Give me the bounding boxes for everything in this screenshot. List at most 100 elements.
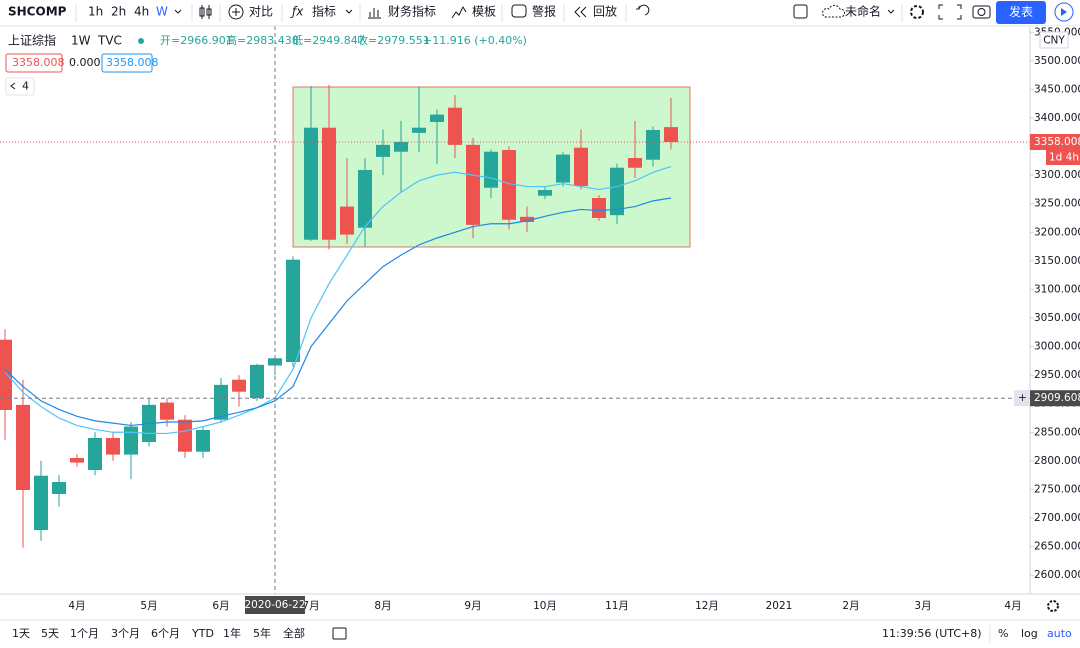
- x-tick-label: 5月: [140, 600, 157, 612]
- y-tick-label: 3450.000: [1034, 83, 1080, 95]
- candle-body: [376, 144, 390, 157]
- x-tick-label: 10月: [533, 600, 557, 612]
- range-button[interactable]: 6个月: [151, 627, 180, 640]
- templates-icon[interactable]: [451, 5, 467, 19]
- range-button[interactable]: 3个月: [111, 627, 140, 640]
- layout-name[interactable]: 未命名: [845, 4, 881, 19]
- alerts[interactable]: 警报: [532, 4, 556, 19]
- legend-high: 高=2983.438: [226, 33, 299, 47]
- line-series: [4, 165, 672, 435]
- candle-body: [286, 259, 300, 362]
- symbol[interactable]: SHCOMP: [8, 5, 67, 19]
- collapse-count[interactable]: 4: [22, 80, 29, 93]
- crosshair-price: 2909.608: [1034, 392, 1080, 404]
- y-tick-label: 2950.000: [1034, 369, 1080, 381]
- crosshair-plus[interactable]: [1014, 390, 1029, 407]
- alerts-icon[interactable]: [511, 4, 527, 18]
- x-tick-label: 7月: [302, 600, 319, 612]
- candle-body: [538, 190, 552, 196]
- settings-icon[interactable]: [910, 5, 924, 19]
- axes: 2600.000 2650.000 2700.000 2750.000 2800.000…: [68, 26, 1080, 614]
- legend-value: 0.000: [69, 56, 101, 69]
- candle-body: [196, 430, 210, 452]
- play-icon[interactable]: [1054, 2, 1074, 22]
- snapshot-icon[interactable]: [977, 8, 986, 16]
- candle-body: [394, 142, 408, 152]
- play-icon[interactable]: [1061, 8, 1067, 16]
- range-button[interactable]: 5年: [253, 626, 271, 640]
- candle-body: [520, 216, 534, 222]
- y-tick-label: 3100.000: [1034, 283, 1080, 295]
- candle-body: [0, 339, 12, 410]
- financials-icon[interactable]: [368, 8, 381, 19]
- interval[interactable]: 2h: [111, 5, 126, 19]
- compare-icon[interactable]: [232, 8, 240, 16]
- goto-date-icon[interactable]: [332, 627, 347, 640]
- percent-toggle[interactable]: %: [998, 627, 1008, 640]
- crosshair-date-box: [245, 596, 305, 614]
- y-tick-label: 2750.000: [1034, 483, 1080, 495]
- legend-value: 3358.008: [106, 56, 159, 69]
- undo-icon[interactable]: [636, 4, 650, 16]
- y-tick-label: 3200.000: [1034, 226, 1080, 238]
- range-button[interactable]: 1天: [12, 627, 30, 640]
- range-button[interactable]: 5天: [41, 627, 59, 640]
- publish-button[interactable]: [996, 1, 1046, 24]
- checkbox[interactable]: [793, 4, 808, 19]
- y-tick-label: 2800.000: [1034, 455, 1080, 467]
- snapshot-icon[interactable]: [972, 5, 991, 19]
- crosshair-plus-icon[interactable]: +: [1018, 392, 1027, 404]
- x-tick-label: 2021: [766, 600, 793, 612]
- toolbar: [0, 0, 1080, 26]
- fullscreen-icon[interactable]: [938, 4, 962, 20]
- x-tick-label: 9月: [464, 600, 481, 612]
- range-button[interactable]: 全部: [283, 626, 305, 640]
- chevron[interactable]: [345, 9, 353, 14]
- replay[interactable]: 回放: [593, 4, 617, 19]
- candle-body: [304, 127, 318, 240]
- legend-name: 上证综指: [8, 33, 56, 48]
- compare-icon[interactable]: [228, 4, 244, 20]
- chevron[interactable]: [887, 9, 895, 14]
- x-tick-label: 3月: [914, 600, 931, 612]
- currency: CNY: [1043, 35, 1065, 47]
- legend-low: 低=2949.847: [292, 34, 365, 47]
- publish[interactable]: 发表: [1009, 4, 1033, 19]
- y-tick-label: 3150.000: [1034, 255, 1080, 267]
- interval[interactable]: 1h: [88, 5, 103, 19]
- axis-settings-icon[interactable]: [1047, 600, 1059, 612]
- plot-area: [0, 26, 1030, 594]
- legend-interval: 1W: [71, 34, 91, 48]
- collapse-button[interactable]: [5, 77, 35, 96]
- range-button[interactable]: YTD: [191, 627, 214, 640]
- auto-toggle[interactable]: auto: [1047, 627, 1072, 640]
- range-button[interactable]: 1个月: [70, 627, 99, 640]
- y-tick-label: 2850.000: [1034, 426, 1080, 438]
- log-toggle[interactable]: log: [1021, 627, 1038, 640]
- financials[interactable]: 财务指标: [388, 4, 436, 19]
- candle-body: [16, 404, 30, 490]
- indicators[interactable]: 指标: [312, 4, 336, 19]
- y-tick-label: 3500.000: [1034, 55, 1080, 67]
- value-box: [5, 53, 63, 73]
- interval[interactable]: 4h: [134, 5, 149, 19]
- interval[interactable]: W: [156, 5, 168, 19]
- candle-body: [610, 167, 624, 216]
- replay-icon[interactable]: [574, 6, 587, 18]
- candle-body: [88, 438, 102, 470]
- x-tick-label: 12月: [695, 600, 719, 612]
- candle-body: [412, 127, 426, 133]
- candle-body: [448, 107, 462, 145]
- range-button[interactable]: 1年: [223, 626, 241, 640]
- x-tick-label: 6月: [212, 600, 229, 612]
- templates[interactable]: 模板: [472, 5, 496, 19]
- collapse-icon[interactable]: [10, 82, 16, 90]
- compare[interactable]: 对比: [249, 5, 273, 19]
- candle-body: [628, 158, 642, 168]
- fx-icon[interactable]: ƒx: [290, 5, 304, 19]
- status-dot: [138, 38, 144, 44]
- chevron[interactable]: [174, 9, 182, 14]
- candle-body: [232, 379, 246, 392]
- chart-type-icon[interactable]: [199, 5, 212, 19]
